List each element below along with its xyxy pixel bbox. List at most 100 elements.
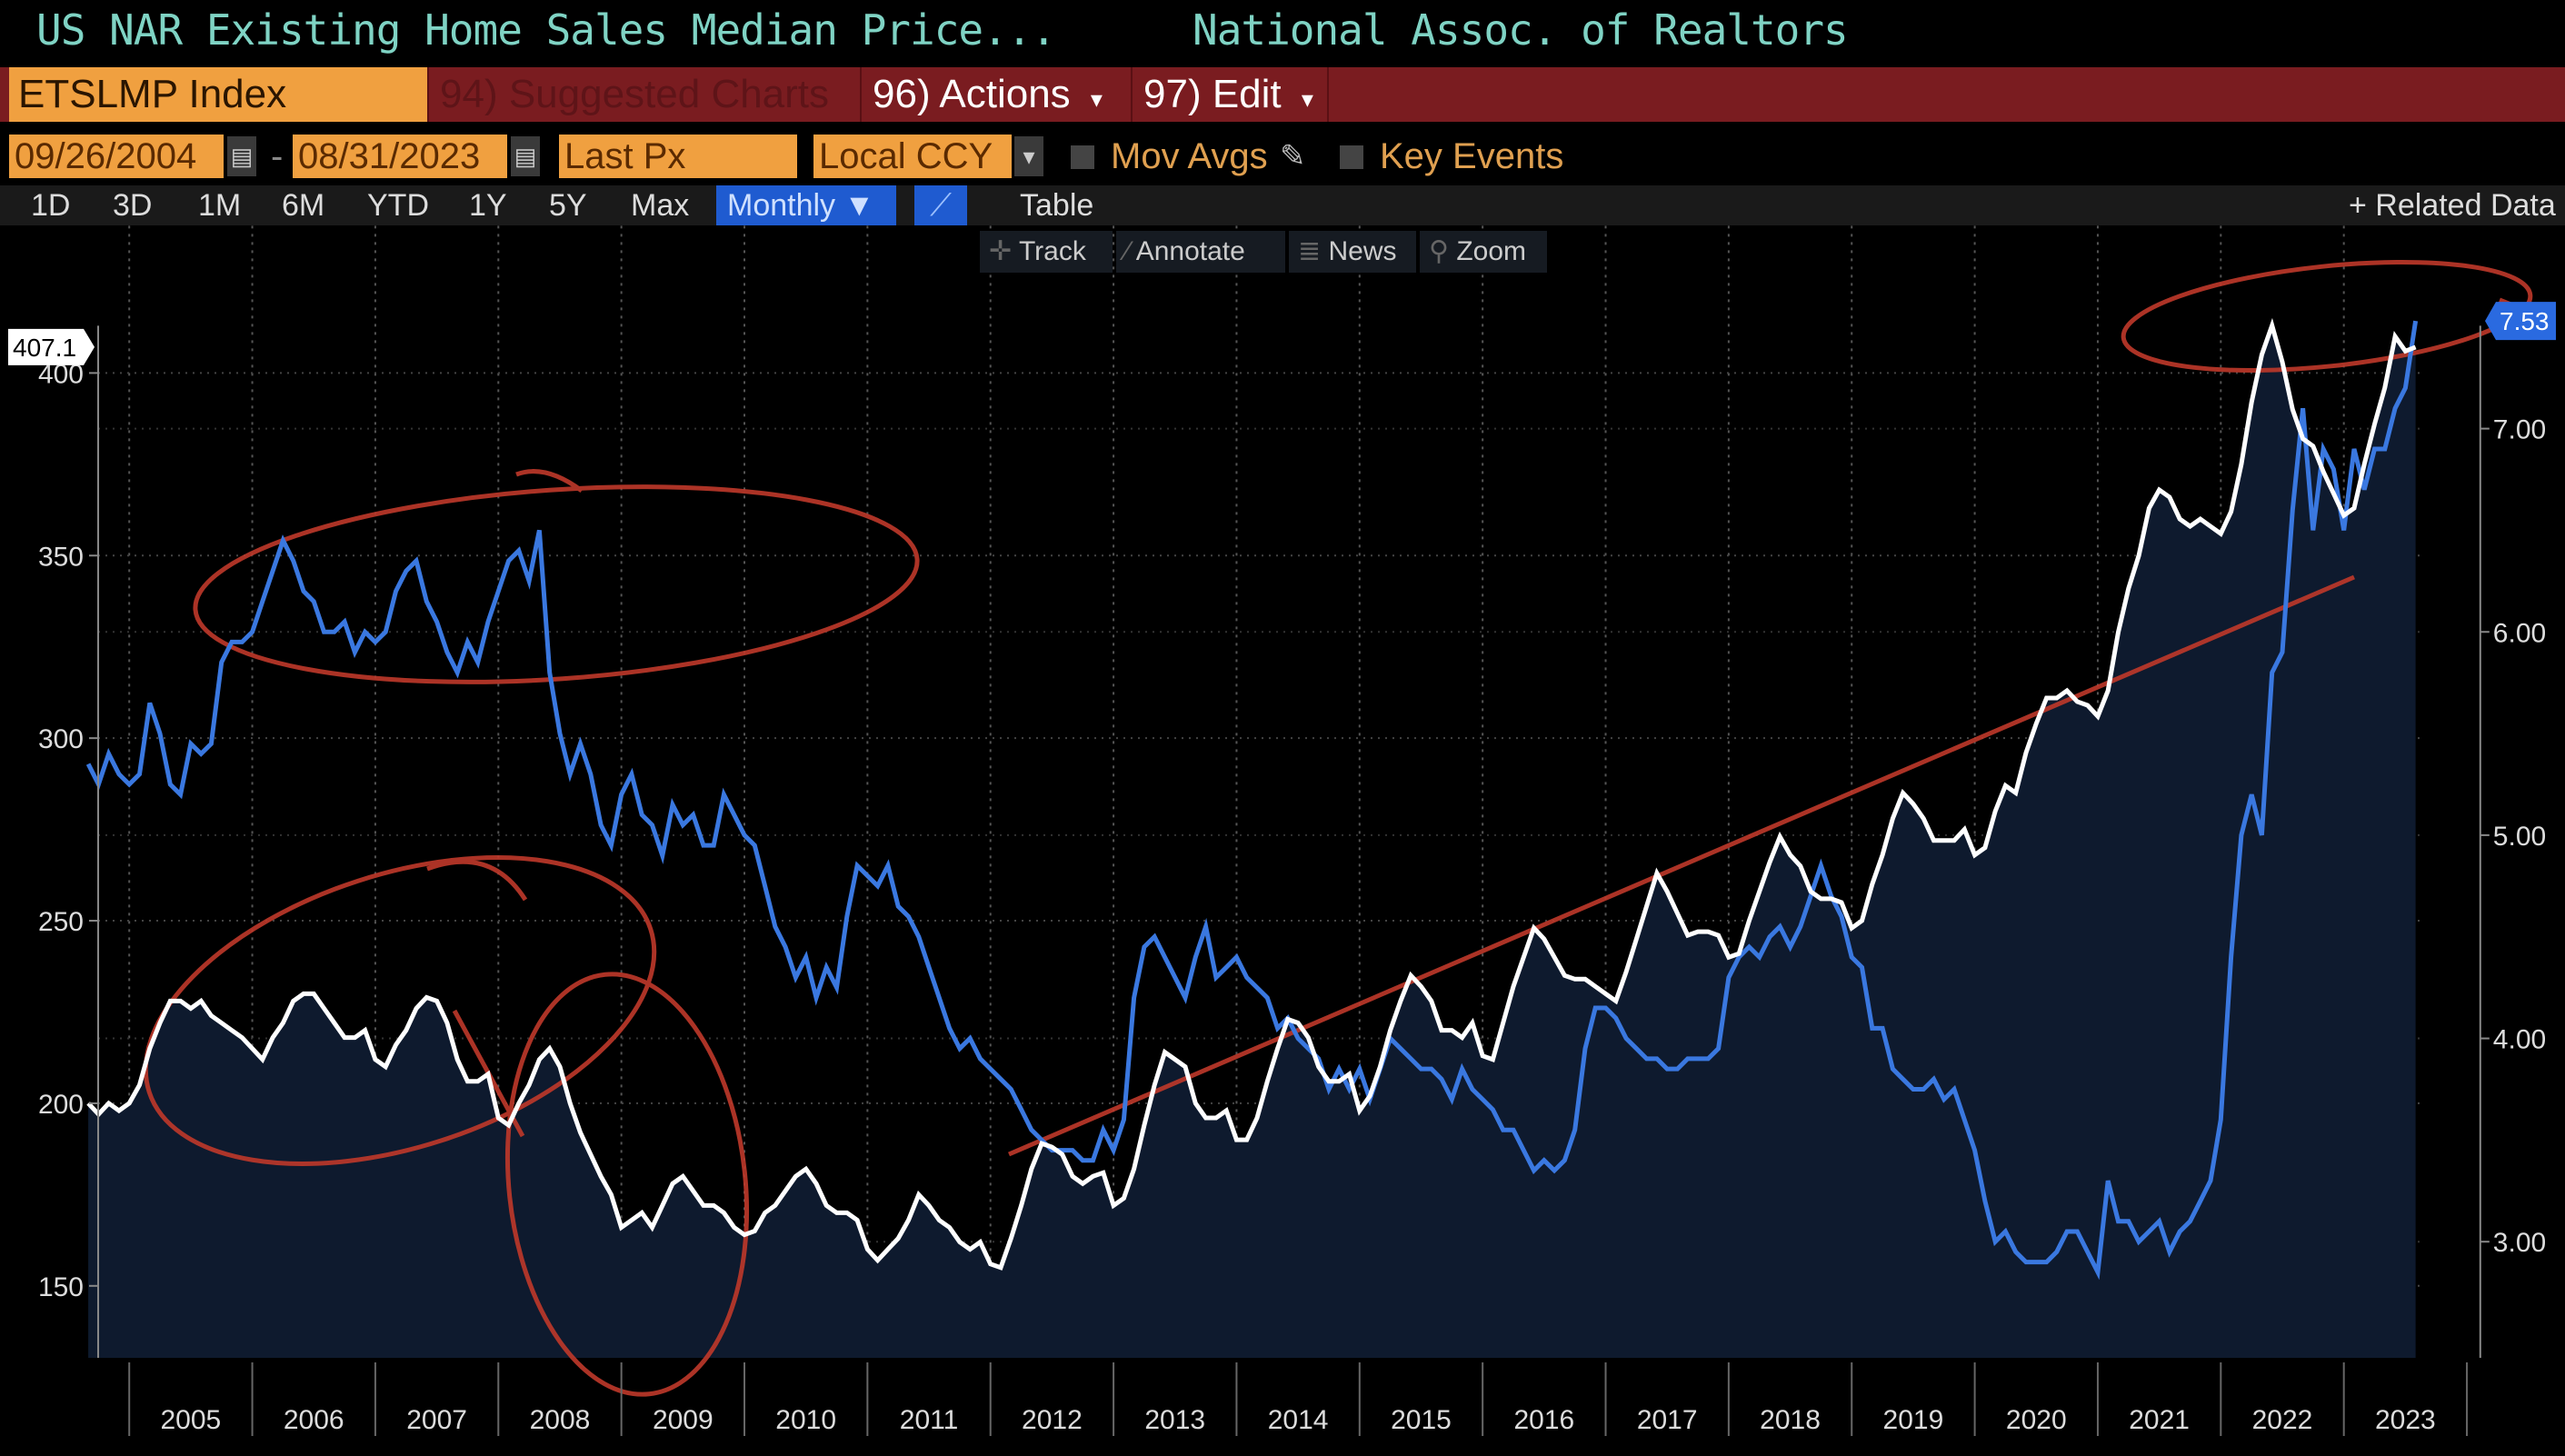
price-point (1101, 1170, 1106, 1175)
x-tick-label: 2023 (2375, 1405, 2436, 1435)
price-point (126, 1101, 132, 1106)
price-point (619, 1225, 624, 1231)
price-point (1357, 1108, 1362, 1113)
currency-select[interactable]: Local CCY (813, 135, 1012, 178)
period-5y[interactable]: 5Y (549, 188, 587, 223)
rate-point (2382, 446, 2388, 452)
pencil-icon[interactable]: ✎ (1280, 139, 1306, 174)
annotate-tool[interactable]: ⁄ Annotate (1116, 231, 1285, 273)
mov-avgs-label: Mov Avgs (1111, 136, 1268, 176)
frequency-select[interactable]: Monthly ▼ (716, 185, 896, 225)
rate-point (1254, 985, 1260, 991)
price-point (1275, 1046, 1281, 1052)
calendar-icon[interactable]: ▤ (511, 136, 540, 176)
price-point (834, 1210, 840, 1215)
price-point (1839, 900, 1844, 905)
price-point (2208, 524, 2213, 529)
actions-menu[interactable]: 96) Actions ▾ (863, 67, 1133, 122)
currency-dropdown-icon[interactable]: ▾ (1014, 136, 1043, 176)
rate-point (823, 964, 829, 970)
price-point (1880, 853, 1885, 858)
rate-point (783, 944, 788, 950)
table-tab[interactable]: Table (1020, 188, 1094, 223)
rate-point (1572, 1127, 1578, 1132)
period-3d[interactable]: 3D (113, 188, 153, 223)
rate-point (619, 792, 624, 797)
rate-point (1398, 1046, 1403, 1052)
period-1y[interactable]: 1Y (469, 188, 507, 223)
rate-point (136, 772, 142, 777)
suggested-charts-button[interactable]: 94) Suggested Charts (431, 67, 862, 122)
track-tool[interactable]: ✛ Track (980, 231, 1113, 273)
rate-point (1880, 1025, 1885, 1031)
price-point (1223, 1108, 1229, 1113)
rate-point (1501, 1127, 1506, 1132)
rate-point (270, 568, 275, 573)
rate-point (332, 629, 337, 634)
mov-avgs-checkbox[interactable] (1071, 145, 1094, 169)
rate-point (598, 823, 604, 828)
price-point (1901, 790, 1906, 795)
price-point (1408, 972, 1413, 978)
rate-point (1357, 1066, 1362, 1072)
rate-point (2033, 1260, 2039, 1265)
period-1d[interactable]: 1D (31, 188, 71, 223)
period-max[interactable]: Max (631, 188, 690, 223)
price-point (352, 1035, 357, 1041)
rate-point (1470, 1086, 1475, 1092)
price-field-select[interactable]: Last Px (559, 135, 797, 178)
price-point (1470, 1021, 1475, 1026)
rate-point (732, 813, 737, 818)
price-point (823, 1202, 829, 1208)
calendar-icon[interactable]: ▤ (227, 136, 256, 176)
rate-point (1726, 974, 1732, 980)
rate-point (2249, 792, 2254, 797)
x-tick-label: 2013 (1144, 1405, 1205, 1435)
key-events-checkbox[interactable] (1340, 145, 1363, 169)
price-point (2392, 334, 2398, 339)
rate-point (2341, 527, 2347, 533)
rate-point (701, 843, 706, 848)
price-point (783, 1188, 788, 1193)
annotation-scribble (426, 859, 528, 902)
rate-point (1552, 1168, 1557, 1173)
price-point (506, 1122, 512, 1128)
rate-point (1777, 924, 1782, 930)
rate-point (1542, 1158, 1547, 1163)
rate-line (85, 320, 2419, 1281)
period-6m[interactable]: 6M (282, 188, 325, 223)
rate-point (291, 558, 296, 563)
rate-point (2157, 1219, 2162, 1224)
price-point (495, 1115, 501, 1121)
rate-point (250, 629, 255, 634)
period-1m[interactable]: 1M (198, 188, 242, 223)
price-point (229, 1028, 235, 1033)
x-tick-label: 2014 (1268, 1405, 1329, 1435)
edit-menu[interactable]: 97) Edit ▾ (1134, 67, 1329, 122)
rate-point (363, 629, 368, 634)
rate-point (1316, 1056, 1322, 1062)
zoom-tool[interactable]: ⚲ Zoom (1420, 231, 1547, 273)
price-point (1388, 1028, 1393, 1033)
start-date-input[interactable]: 09/26/2004 (9, 135, 224, 178)
rate-point (454, 670, 460, 675)
rate-point (844, 913, 850, 919)
news-tool[interactable]: ≣ News (1289, 231, 1416, 273)
price-point (885, 1247, 891, 1252)
rate-point (147, 701, 153, 706)
price-point (2146, 505, 2151, 511)
rate-point (1674, 1066, 1680, 1072)
price-point (311, 991, 316, 996)
ticker-field[interactable]: ETSLMP Index (9, 67, 429, 122)
rate-point (229, 639, 235, 644)
x-tick-label: 2021 (2129, 1405, 2190, 1435)
left-tick-label: 350 (38, 542, 84, 572)
related-data-button[interactable]: + Related Data (2349, 188, 2556, 223)
price-point (2249, 400, 2254, 405)
chart-type-icon[interactable]: ⟋ (914, 185, 967, 225)
rate-point (2392, 405, 2398, 411)
end-date-input[interactable]: 08/31/2023 (293, 135, 507, 178)
price-point (1439, 1028, 1444, 1033)
period-ytd[interactable]: YTD (367, 188, 429, 223)
